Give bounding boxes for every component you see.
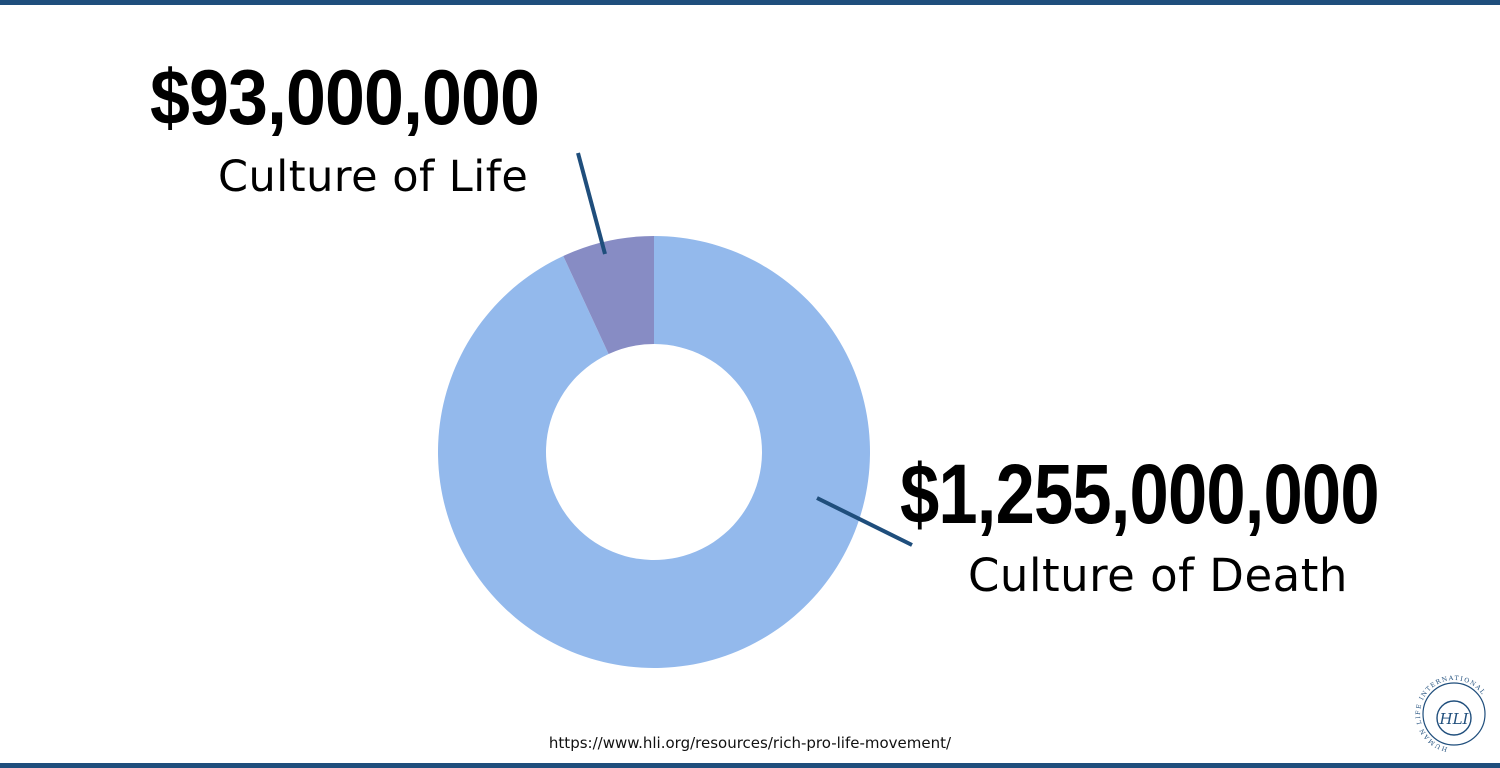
hli-logo: HUMAN LIFE INTERNATIONAL HLI [1415, 675, 1486, 752]
leader-line-culture-of-death [816, 496, 913, 547]
source-url[interactable]: https://www.hli.org/resources/rich-pro-l… [548, 734, 952, 752]
donut-slices [438, 236, 871, 668]
donut-slice-culture-of-life [563, 236, 654, 354]
donut-slice-culture-of-death [438, 236, 871, 668]
culture-of-death-label: Culture of Death [968, 549, 1348, 602]
top-border-rule [0, 0, 1500, 5]
logo-monogram: HLI [1439, 710, 1470, 728]
culture-of-life-amount: $93,000,000 [150, 53, 540, 141]
leader-line-culture-of-life [576, 152, 607, 255]
culture-of-death-amount: $1,255,000,000 [900, 447, 1380, 541]
culture-of-life-label: Culture of Life [218, 152, 529, 202]
bottom-border-rule [0, 763, 1500, 768]
